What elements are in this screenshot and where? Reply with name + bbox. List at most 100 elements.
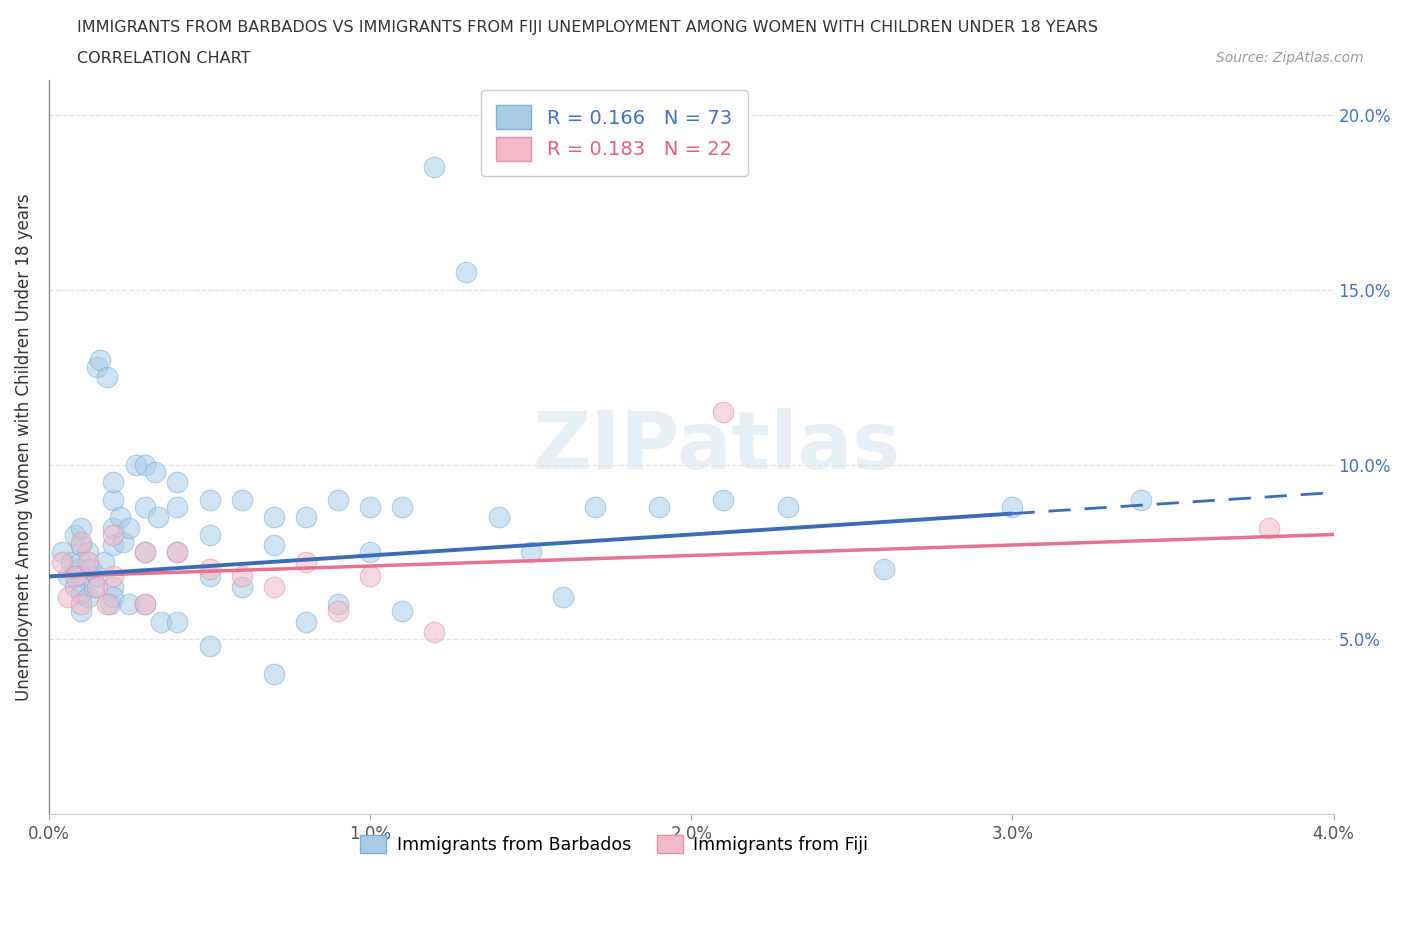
- Immigrants from Barbados: [103, 579, 125, 594]
- Immigrants from Barbados: [551, 590, 574, 604]
- Immigrants from Fiji: [198, 562, 221, 577]
- Immigrants from Barbados: [134, 458, 156, 472]
- Immigrants from Fiji: [103, 527, 125, 542]
- Immigrants from Barbados: [111, 534, 134, 549]
- Immigrants from Barbados: [713, 492, 735, 507]
- Immigrants from Barbados: [76, 590, 98, 604]
- Immigrants from Barbados: [134, 545, 156, 560]
- Immigrants from Fiji: [166, 545, 188, 560]
- Immigrants from Fiji: [96, 597, 118, 612]
- Immigrants from Barbados: [519, 545, 541, 560]
- Immigrants from Barbados: [263, 667, 285, 682]
- Immigrants from Barbados: [125, 458, 148, 472]
- Immigrants from Barbados: [70, 587, 93, 602]
- Immigrants from Fiji: [63, 569, 86, 584]
- Immigrants from Barbados: [1129, 492, 1152, 507]
- Immigrants from Fiji: [58, 590, 80, 604]
- Immigrants from Barbados: [166, 499, 188, 514]
- Immigrants from Barbados: [134, 597, 156, 612]
- Immigrants from Barbados: [150, 615, 173, 630]
- Immigrants from Fiji: [86, 579, 108, 594]
- Immigrants from Barbados: [166, 474, 188, 489]
- Immigrants from Barbados: [231, 492, 253, 507]
- Text: IMMIGRANTS FROM BARBADOS VS IMMIGRANTS FROM FIJI UNEMPLOYMENT AMONG WOMEN WITH C: IMMIGRANTS FROM BARBADOS VS IMMIGRANTS F…: [77, 20, 1098, 35]
- Immigrants from Barbados: [86, 569, 108, 584]
- Immigrants from Barbados: [103, 520, 125, 535]
- Y-axis label: Unemployment Among Women with Children Under 18 years: Unemployment Among Women with Children U…: [15, 193, 32, 701]
- Immigrants from Fiji: [423, 625, 446, 640]
- Legend: Immigrants from Barbados, Immigrants from Fiji: Immigrants from Barbados, Immigrants fro…: [353, 828, 876, 860]
- Immigrants from Barbados: [263, 510, 285, 525]
- Immigrants from Barbados: [58, 569, 80, 584]
- Immigrants from Barbados: [66, 562, 89, 577]
- Immigrants from Barbados: [198, 569, 221, 584]
- Text: Source: ZipAtlas.com: Source: ZipAtlas.com: [1216, 51, 1364, 65]
- Immigrants from Barbados: [423, 160, 446, 175]
- Immigrants from Barbados: [776, 499, 799, 514]
- Immigrants from Barbados: [198, 527, 221, 542]
- Immigrants from Fiji: [70, 597, 93, 612]
- Immigrants from Fiji: [70, 534, 93, 549]
- Immigrants from Barbados: [231, 579, 253, 594]
- Immigrants from Fiji: [76, 555, 98, 570]
- Immigrants from Barbados: [166, 545, 188, 560]
- Immigrants from Barbados: [108, 510, 131, 525]
- Immigrants from Barbados: [263, 538, 285, 552]
- Immigrants from Barbados: [51, 545, 73, 560]
- Immigrants from Barbados: [60, 555, 83, 570]
- Immigrants from Barbados: [63, 527, 86, 542]
- Immigrants from Barbados: [103, 492, 125, 507]
- Immigrants from Barbados: [198, 639, 221, 654]
- Immigrants from Barbados: [118, 597, 141, 612]
- Immigrants from Barbados: [89, 352, 111, 367]
- Immigrants from Fiji: [231, 569, 253, 584]
- Immigrants from Barbados: [76, 545, 98, 560]
- Immigrants from Barbados: [143, 464, 166, 479]
- Immigrants from Barbados: [488, 510, 510, 525]
- Immigrants from Barbados: [63, 579, 86, 594]
- Immigrants from Barbados: [93, 555, 115, 570]
- Immigrants from Barbados: [98, 597, 121, 612]
- Immigrants from Barbados: [873, 562, 896, 577]
- Immigrants from Barbados: [86, 359, 108, 374]
- Immigrants from Fiji: [326, 604, 349, 618]
- Immigrants from Barbados: [583, 499, 606, 514]
- Immigrants from Barbados: [391, 499, 413, 514]
- Immigrants from Barbados: [391, 604, 413, 618]
- Immigrants from Barbados: [70, 520, 93, 535]
- Immigrants from Barbados: [326, 597, 349, 612]
- Immigrants from Barbados: [648, 499, 671, 514]
- Immigrants from Barbados: [1001, 499, 1024, 514]
- Immigrants from Barbados: [96, 370, 118, 385]
- Immigrants from Barbados: [134, 499, 156, 514]
- Immigrants from Barbados: [83, 579, 105, 594]
- Immigrants from Barbados: [103, 590, 125, 604]
- Text: CORRELATION CHART: CORRELATION CHART: [77, 51, 250, 66]
- Immigrants from Barbados: [118, 520, 141, 535]
- Immigrants from Barbados: [70, 604, 93, 618]
- Immigrants from Fiji: [134, 545, 156, 560]
- Immigrants from Barbados: [70, 555, 93, 570]
- Text: ZIPatlas: ZIPatlas: [533, 408, 901, 486]
- Immigrants from Fiji: [51, 555, 73, 570]
- Immigrants from Fiji: [103, 569, 125, 584]
- Immigrants from Barbados: [359, 499, 381, 514]
- Immigrants from Barbados: [295, 615, 318, 630]
- Immigrants from Barbados: [146, 510, 169, 525]
- Immigrants from Barbados: [295, 510, 318, 525]
- Immigrants from Fiji: [134, 597, 156, 612]
- Immigrants from Barbados: [103, 538, 125, 552]
- Immigrants from Fiji: [263, 579, 285, 594]
- Immigrants from Fiji: [359, 569, 381, 584]
- Immigrants from Fiji: [713, 405, 735, 419]
- Immigrants from Barbados: [198, 492, 221, 507]
- Immigrants from Fiji: [1258, 520, 1281, 535]
- Immigrants from Barbados: [456, 265, 478, 280]
- Immigrants from Barbados: [326, 492, 349, 507]
- Immigrants from Barbados: [359, 545, 381, 560]
- Immigrants from Barbados: [103, 474, 125, 489]
- Immigrants from Fiji: [295, 555, 318, 570]
- Immigrants from Barbados: [166, 615, 188, 630]
- Immigrants from Barbados: [80, 562, 103, 577]
- Immigrants from Barbados: [70, 569, 93, 584]
